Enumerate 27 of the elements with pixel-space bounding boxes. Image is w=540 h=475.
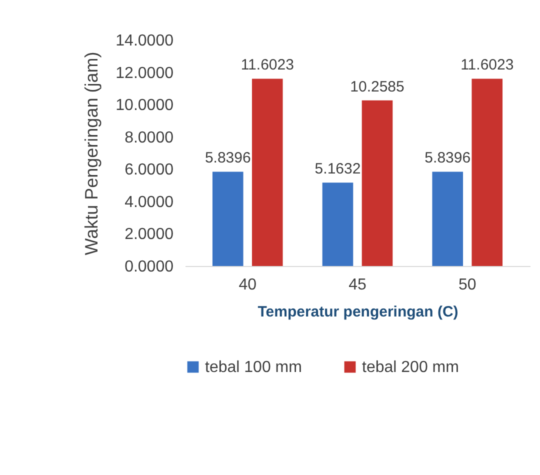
y-tick-label: 14.0000 <box>116 32 174 50</box>
bar <box>212 172 244 266</box>
data-label: 5.1632 <box>314 160 361 178</box>
bar <box>322 182 354 266</box>
y-tick-label: 8.0000 <box>124 129 174 146</box>
y-tick-label: 10.0000 <box>116 97 174 114</box>
legend-label: tebal 200 mm <box>362 359 459 376</box>
bar <box>252 78 283 266</box>
bar <box>362 100 393 266</box>
y-axis-title: Waktu Pengeringan (jam) <box>82 52 102 256</box>
x-axis-title: Temperatur pengeringan (C) <box>258 304 458 320</box>
data-label: 10.2585 <box>350 78 404 96</box>
data-label: 11.6023 <box>460 56 514 74</box>
y-tick-label: 12.0000 <box>116 64 174 82</box>
y-tick-label: 6.0000 <box>124 162 174 179</box>
y-tick-label: 4.0000 <box>124 194 174 211</box>
data-label: 5.8396 <box>424 150 471 167</box>
legend-label: tebal 100 mm <box>205 359 302 376</box>
x-tick-label: 40 <box>238 276 257 294</box>
data-label: 5.8396 <box>204 150 251 167</box>
y-tick-label: 2.0000 <box>124 226 174 244</box>
x-tick-label: 45 <box>348 276 366 294</box>
bar <box>432 172 464 266</box>
bar <box>472 78 503 266</box>
data-label: 11.6023 <box>240 56 294 74</box>
x-tick-label: 50 <box>458 276 476 294</box>
y-tick-label: 0.0000 <box>124 258 174 276</box>
